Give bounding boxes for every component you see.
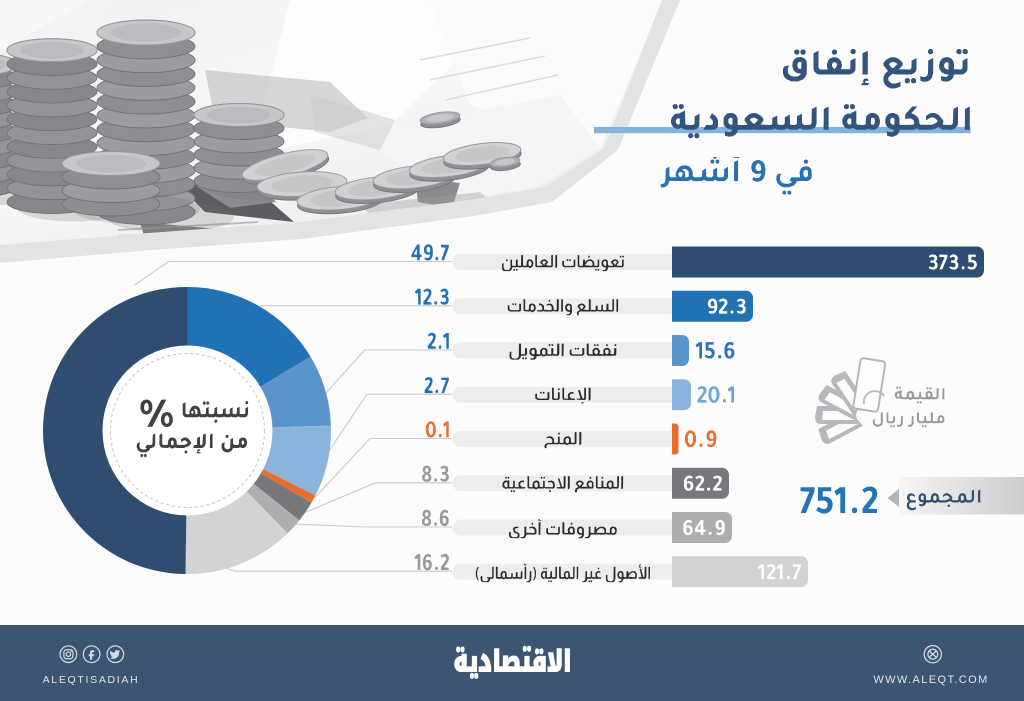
svg-text:ALEQTISADIAH: ALEQTISADIAH <box>43 674 140 686</box>
svg-text:WWW.ALEQT.COM: WWW.ALEQT.COM <box>873 674 988 686</box>
